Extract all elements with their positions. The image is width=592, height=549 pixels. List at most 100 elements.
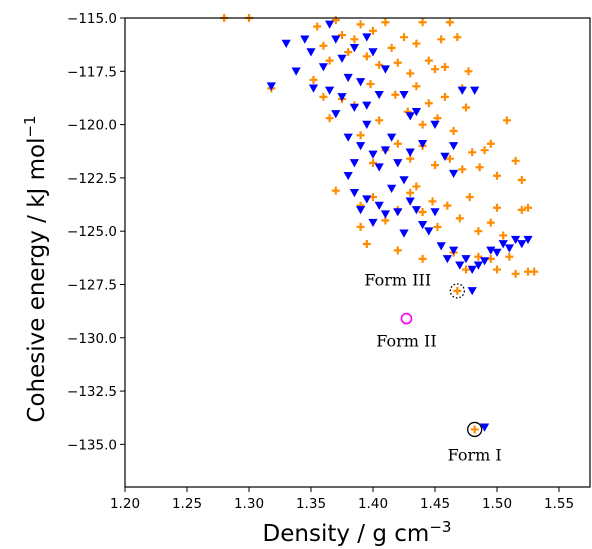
point-plus-orange <box>412 39 421 48</box>
point-plus-orange <box>418 254 427 263</box>
point-plus-orange <box>369 158 377 167</box>
point-triangle-blue <box>331 110 341 119</box>
point-triangle-blue <box>399 176 409 185</box>
point-plus-orange <box>362 239 371 248</box>
point-triangle-blue <box>405 148 415 157</box>
point-triangle-blue <box>467 265 477 274</box>
point-triangle-blue <box>291 67 301 76</box>
point-triangle-blue <box>480 423 490 432</box>
point-triangle-blue <box>430 120 440 129</box>
point-plus-orange <box>393 58 402 67</box>
point-triangle-blue <box>449 246 459 255</box>
point-plus-orange <box>406 188 415 197</box>
point-triangle-blue <box>461 255 471 264</box>
point-plus-orange <box>468 148 477 157</box>
point-triangle-blue <box>356 142 366 151</box>
point-triangle-blue <box>380 146 390 155</box>
point-triangle-blue <box>349 189 359 198</box>
x-axis-title: Density / g cm−3 <box>263 518 452 547</box>
x-tick-label: 1.35 <box>296 496 326 512</box>
form-annotations: Form III Form II Form I <box>364 271 501 465</box>
point-plus-orange <box>319 41 328 50</box>
x-tick-label: 1.50 <box>482 496 512 512</box>
point-triangle-blue <box>362 195 372 204</box>
point-circle-magenta <box>400 312 413 325</box>
point-plus-orange <box>517 205 526 214</box>
point-triangle-blue <box>455 261 465 270</box>
point-triangle-blue <box>399 229 409 238</box>
point-triangle-blue <box>362 33 372 42</box>
point-triangle-blue <box>362 120 372 129</box>
point-triangle-blue <box>473 261 483 270</box>
point-plus-orange <box>453 33 462 42</box>
point-plus-orange <box>393 246 402 255</box>
form-highlight-circle <box>467 421 483 438</box>
point-plus-orange <box>486 139 495 148</box>
point-triangle-blue <box>281 39 291 48</box>
y-tick-label: −122.5 <box>67 171 117 187</box>
point-plus-orange <box>356 131 365 140</box>
point-triangle-blue <box>442 255 452 264</box>
y-tick-label: −117.5 <box>67 64 117 80</box>
point-triangle-blue <box>374 201 384 210</box>
point-triangle-blue <box>486 246 496 255</box>
point-triangle-blue <box>368 150 378 159</box>
point-plus-orange <box>331 16 340 25</box>
point-triangle-blue <box>343 73 353 83</box>
point-plus-orange <box>331 186 340 195</box>
point-triangle-blue <box>266 82 276 91</box>
point-plus-orange <box>524 203 532 212</box>
point-triangle-blue <box>405 197 415 206</box>
point-triangle-blue <box>349 103 359 112</box>
x-tick-label: 1.25 <box>172 496 202 512</box>
point-triangle-blue <box>436 242 446 251</box>
point-triangle-blue <box>349 44 359 53</box>
point-plus-orange <box>449 126 458 135</box>
point-triangle-blue <box>424 227 434 236</box>
point-triangle-blue <box>362 101 372 110</box>
point-plus-orange <box>475 163 484 172</box>
point-triangle-blue <box>343 171 353 181</box>
point-plus-orange <box>445 154 454 163</box>
point-plus-orange <box>493 203 501 212</box>
point-triangle-blue <box>368 48 378 57</box>
point-triangle-blue <box>470 86 480 95</box>
point-plus-orange <box>502 116 511 125</box>
form-label: Form I <box>448 445 502 464</box>
point-plus-orange <box>470 425 479 434</box>
point-triangle-blue <box>517 240 527 249</box>
point-triangle-blue <box>306 48 316 57</box>
point-plus-orange <box>391 90 400 99</box>
point-plus-orange <box>412 182 421 191</box>
point-triangle-blue <box>387 184 397 193</box>
y-tick-label: −120.0 <box>67 118 117 134</box>
point-triangle-blue <box>318 63 328 72</box>
point-plus-orange <box>375 60 384 69</box>
x-tick-label: 1.30 <box>234 496 264 512</box>
point-plus-orange <box>474 252 483 261</box>
point-plus-orange <box>431 65 439 74</box>
x-tick-label: 1.55 <box>544 496 574 512</box>
point-plus-orange <box>325 56 334 65</box>
point-triangle-blue <box>387 133 397 142</box>
point-plus-orange <box>464 67 473 76</box>
point-plus-orange <box>530 267 539 276</box>
point-plus-orange <box>433 222 442 231</box>
point-plus-orange <box>493 171 501 180</box>
y-axis-title: Cohesive energy / kJ mol−1 <box>21 115 50 422</box>
point-plus-orange <box>440 63 449 72</box>
point-triangle-blue <box>430 208 440 217</box>
point-plus-orange <box>505 252 514 261</box>
point-plus-orange <box>356 222 365 231</box>
point-plus-orange <box>424 56 433 65</box>
point-triangle-blue <box>393 208 403 217</box>
y-tick-label: −132.5 <box>67 384 117 400</box>
point-plus-orange <box>412 82 421 91</box>
point-triangle-blue <box>498 240 508 249</box>
point-plus-orange <box>381 18 390 27</box>
point-plus-orange <box>366 80 375 89</box>
point-triangle-blue <box>523 235 533 245</box>
point-plus-orange <box>455 214 464 223</box>
point-triangle-blue <box>480 257 490 266</box>
y-tick-label: −130.0 <box>67 331 117 347</box>
